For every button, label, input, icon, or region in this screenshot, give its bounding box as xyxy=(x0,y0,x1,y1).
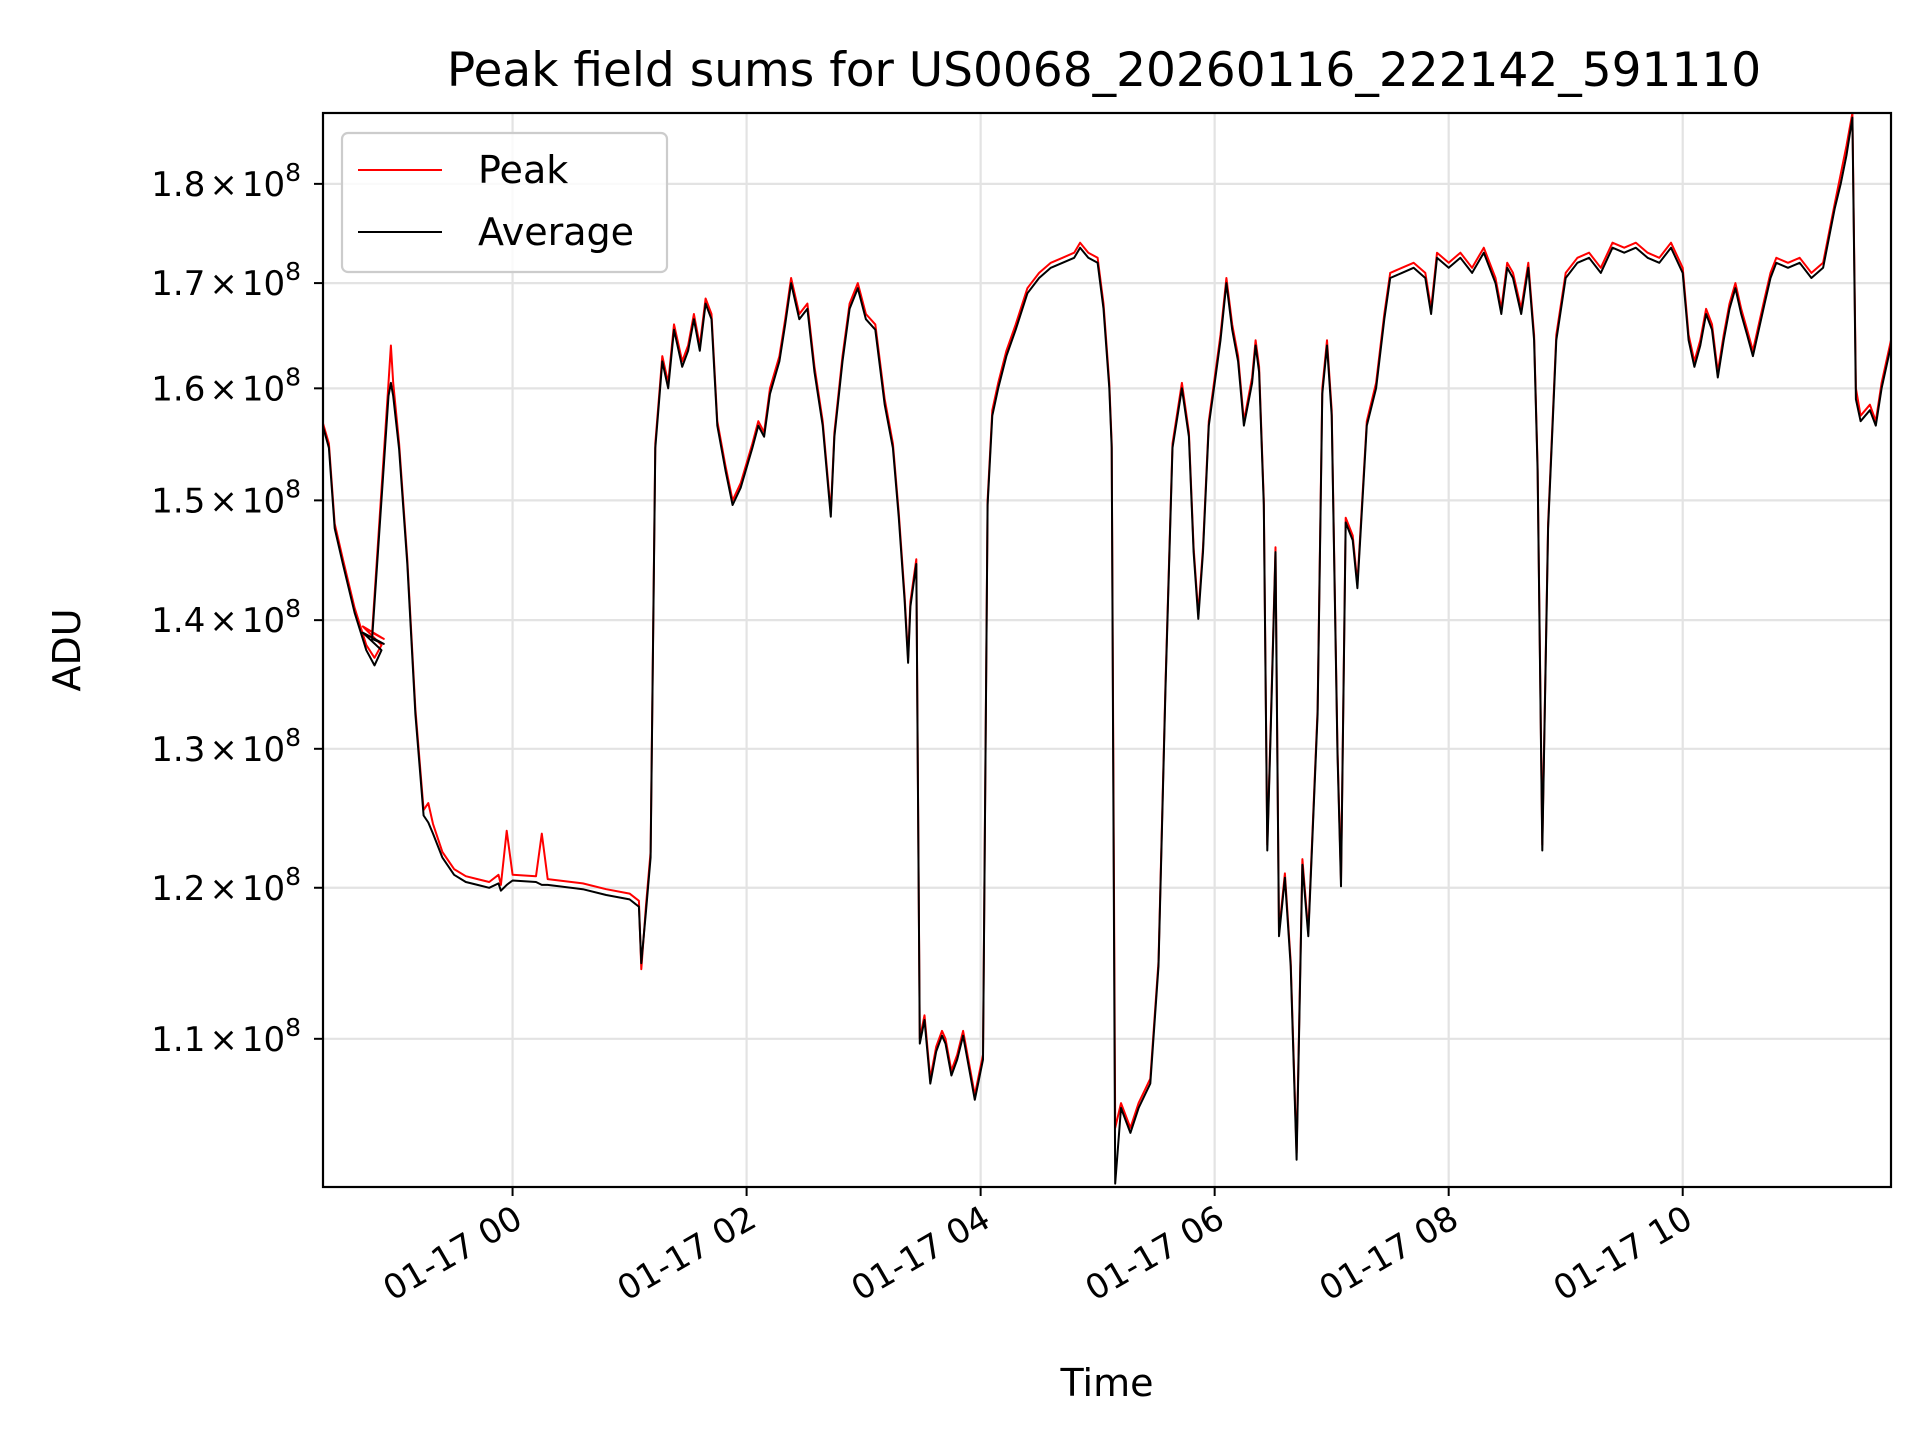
y-tick-label: 1.3 × 108 xyxy=(151,723,301,770)
legend-average-label: Average xyxy=(478,210,634,254)
y-tick-label: 1.6 × 108 xyxy=(151,362,301,409)
y-tick-mantissa: 1.5 xyxy=(151,481,205,521)
y-tick-exponent: 8 xyxy=(285,594,301,623)
y-tick-mantissa: 1.1 xyxy=(151,1020,205,1060)
y-tick-times: × xyxy=(209,869,238,909)
y-tick-exponent: 8 xyxy=(285,862,301,891)
y-tick-label: 1.8 × 108 xyxy=(151,158,301,205)
y-tick-exponent: 8 xyxy=(285,1013,301,1042)
y-tick-base: 10 xyxy=(242,869,285,909)
y-tick-exponent: 8 xyxy=(285,474,301,503)
series-line-average xyxy=(323,116,1891,1185)
legend-box xyxy=(340,131,669,274)
y-tick-times: × xyxy=(209,264,238,304)
x-axis-label: Time xyxy=(1060,1361,1154,1405)
y-tick-base: 10 xyxy=(242,165,285,205)
y-tick-label: 1.2 × 108 xyxy=(151,862,301,909)
legend: Peak Average xyxy=(340,131,669,274)
y-tick-mantissa: 1.4 xyxy=(151,601,205,641)
y-axis-label: ADU xyxy=(45,608,89,691)
y-tick-times: × xyxy=(209,730,238,770)
plot-frame xyxy=(321,111,1893,1189)
y-tick-mantissa: 1.3 xyxy=(151,730,205,770)
y-tick-exponent: 8 xyxy=(285,158,301,187)
y-tick-mantissa: 1.2 xyxy=(151,869,205,909)
chart-title: Peak field sums for US0068_20260116_2221… xyxy=(447,43,1761,98)
y-tick-exponent: 8 xyxy=(285,257,301,286)
y-tick-mantissa: 1.7 xyxy=(151,264,205,304)
grid-lines xyxy=(323,113,1891,1187)
y-tick-label: 1.4 × 108 xyxy=(151,594,301,641)
y-tick-times: × xyxy=(209,369,238,409)
y-tick-times: × xyxy=(209,165,238,205)
y-tick-exponent: 8 xyxy=(285,362,301,391)
y-tick-times: × xyxy=(209,481,238,521)
y-tick-times: × xyxy=(209,1020,238,1060)
y-tick-base: 10 xyxy=(242,730,285,770)
y-tick-mantissa: 1.6 xyxy=(151,369,205,409)
y-tick-mantissa: 1.8 xyxy=(151,165,205,205)
y-tick-label: 1.7 × 108 xyxy=(151,257,301,304)
y-tick-base: 10 xyxy=(242,481,285,521)
y-tick-base: 10 xyxy=(242,601,285,641)
y-tick-label: 1.5 × 108 xyxy=(151,474,301,521)
y-tick-label: 1.1 × 108 xyxy=(151,1013,301,1060)
series-lines xyxy=(323,113,1891,1185)
legend-peak-label: Peak xyxy=(478,148,568,192)
y-tick-base: 10 xyxy=(242,264,285,304)
y-tick-base: 10 xyxy=(242,369,285,409)
y-tick-base: 10 xyxy=(242,1020,285,1060)
y-tick-exponent: 8 xyxy=(285,723,301,752)
y-tick-times: × xyxy=(209,601,238,641)
